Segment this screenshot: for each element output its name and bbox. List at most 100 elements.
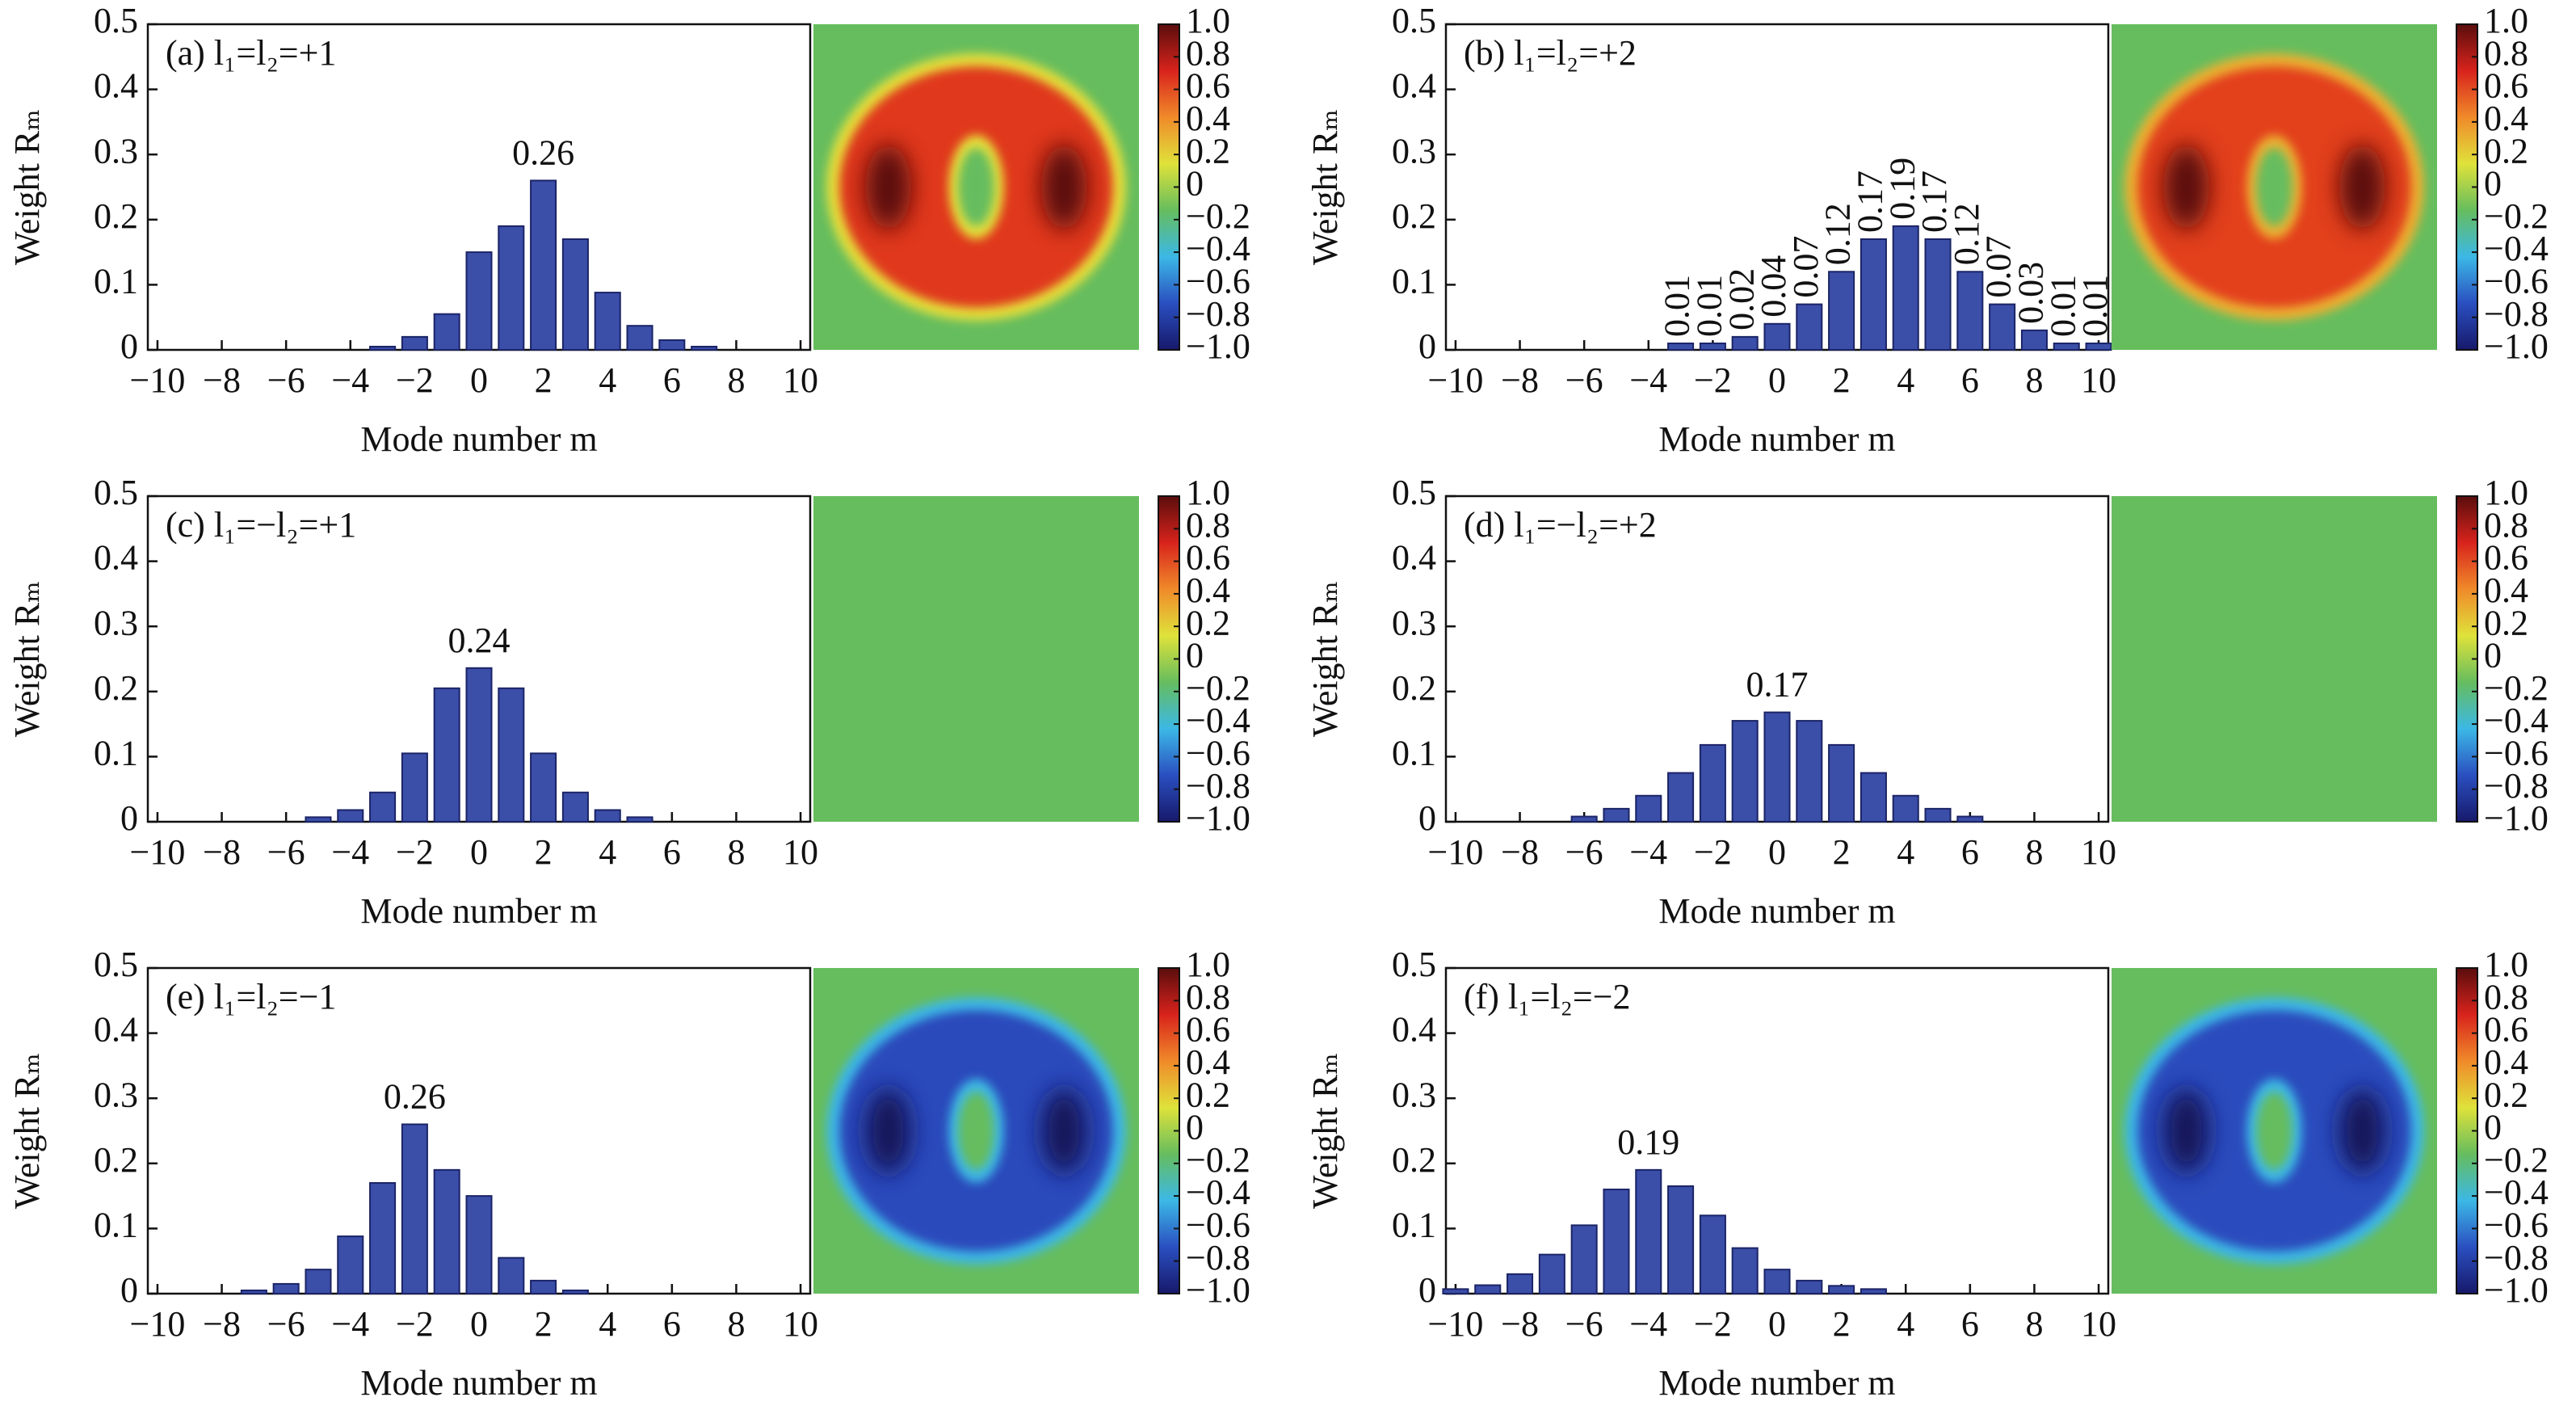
- bar: [1763, 711, 1791, 823]
- bar: [1442, 1288, 1469, 1295]
- y-tick-label: 0.5: [94, 1, 138, 40]
- heat-map: [2112, 496, 2437, 822]
- colorbar-tick-label: −1.0: [2484, 1270, 2549, 1310]
- x-axis-title: Mode number m: [1658, 891, 1895, 931]
- colorbar-tick-label: 0.6: [2484, 1010, 2528, 1050]
- bar: [1635, 794, 1662, 823]
- value-label: 0.26: [512, 133, 574, 173]
- panel: 0 0.1 0.2 0.3 0.4 0.5 −10 −8 −6 −4 −2 0 2 4 6 8 10 0.19 (f…: [1305, 945, 2549, 1403]
- colorbar-tick-label: 0: [1186, 1108, 1204, 1147]
- colorbar-tick-label: −0.2: [1186, 668, 1250, 708]
- x-tick-label: −4: [331, 832, 369, 872]
- panel-title: (a) l₁=l₂=+1: [166, 33, 336, 73]
- colorbar-tick-label: 0.8: [1186, 977, 1230, 1016]
- x-tick-label: −10: [1428, 1304, 1484, 1344]
- x-tick-label: 0: [470, 360, 488, 400]
- y-tick-label: 0.2: [94, 668, 138, 708]
- bar: [498, 225, 525, 351]
- plot-frame: [1444, 23, 2110, 351]
- bar: [1538, 1253, 1565, 1295]
- value-label: 0.07: [1786, 236, 1826, 298]
- x-tick-label: −6: [1565, 832, 1603, 872]
- value-label: 0.03: [2011, 262, 2051, 324]
- value-label: 0.17: [1914, 170, 1954, 233]
- bar: [1570, 815, 1598, 823]
- colorbar-tick-label: −0.6: [2484, 733, 2549, 772]
- x-tick-label: −2: [396, 1304, 434, 1344]
- y-tick-label: 0.2: [94, 196, 138, 236]
- heat-map: [2112, 968, 2437, 1294]
- y-axis-title: Weight Rₘ: [7, 109, 47, 265]
- colorbar-tick-label: −0.4: [1186, 701, 1250, 740]
- colorbar-tick-label: −0.6: [1186, 261, 1250, 301]
- y-axis-title: Weight Rₘ: [7, 1053, 47, 1209]
- colorbar-tick-label: 0.6: [2484, 538, 2528, 578]
- ring-spot: [2163, 1088, 2209, 1173]
- bar: [530, 179, 557, 351]
- colorbar-tick-label: 0.8: [2484, 505, 2528, 545]
- ring-hole: [958, 148, 994, 226]
- value-label: 0.19: [1882, 158, 1922, 220]
- y-tick-label: 0.5: [1392, 1, 1436, 40]
- y-tick-label: 0.4: [94, 66, 138, 106]
- bar: [465, 1195, 493, 1295]
- bar: [594, 809, 621, 823]
- x-tick-label: −6: [1565, 360, 1603, 400]
- y-tick-label: 0.4: [1392, 1010, 1436, 1050]
- bar: [1570, 1224, 1598, 1294]
- y-tick-label: 0: [1418, 326, 1436, 366]
- y-tick-label: 0.2: [1392, 668, 1436, 708]
- colorbar-tick-label: −0.2: [2484, 196, 2549, 236]
- x-tick-label: −10: [130, 360, 186, 400]
- colorbar-tick-label: 0: [2484, 636, 2502, 676]
- colorbar-tick-label: −0.6: [2484, 1205, 2549, 1244]
- colorbar-tick-label: 0.2: [2484, 603, 2528, 642]
- colorbar-tick-label: 0.8: [2484, 33, 2528, 73]
- y-tick-label: 0.4: [94, 1010, 138, 1050]
- bar: [1956, 271, 1984, 351]
- x-tick-label: 8: [2025, 832, 2043, 872]
- x-tick-label: −2: [1694, 360, 1732, 400]
- colorbar-tick-label: 0.4: [1186, 1042, 1230, 1082]
- ring-hole: [958, 1092, 994, 1170]
- x-tick-label: −8: [203, 360, 241, 400]
- bar: [1989, 303, 2016, 351]
- x-tick-label: 2: [535, 832, 553, 872]
- colorbar-tick-label: 0: [1186, 636, 1204, 676]
- y-tick-label: 0.5: [1392, 945, 1436, 984]
- colorbar-tick-label: 0.8: [2484, 977, 2528, 1016]
- x-tick-label: 4: [1897, 360, 1914, 400]
- bar: [1828, 271, 1855, 351]
- colorbar-tick-label: 0.4: [1186, 99, 1230, 138]
- bar: [337, 1235, 364, 1294]
- y-tick-label: 0.4: [1392, 66, 1436, 106]
- colorbar-tick-label: 0.8: [1186, 33, 1230, 73]
- bar: [240, 1289, 267, 1295]
- colorbar-tick-label: −0.8: [1186, 766, 1250, 806]
- x-axis-title: Mode number m: [1658, 419, 1895, 459]
- panel-title: (f) l₁=l₂=−2: [1464, 977, 1631, 1016]
- y-tick-label: 0.5: [94, 945, 138, 984]
- y-axis-title: Weight Rₘ: [1305, 1053, 1345, 1209]
- x-axis-title: Mode number m: [360, 419, 597, 459]
- x-tick-label: 0: [470, 1304, 488, 1344]
- x-axis-title: Mode number m: [360, 1363, 597, 1403]
- bar: [1924, 238, 1952, 351]
- colorbar-tick-label: −0.6: [1186, 1205, 1250, 1244]
- y-tick-label: 0.2: [1392, 1140, 1436, 1180]
- bar: [594, 292, 621, 351]
- y-axis-title: Weight Rₘ: [7, 581, 47, 737]
- bar: [1731, 720, 1759, 823]
- bar: [1892, 794, 1919, 823]
- x-tick-label: 8: [727, 360, 745, 400]
- y-tick-label: 0.5: [94, 473, 138, 512]
- map-background: [813, 496, 1139, 822]
- x-tick-label: 10: [783, 360, 818, 400]
- colorbar-tick-label: 0.2: [1186, 131, 1230, 170]
- ring-spot: [1041, 1088, 1087, 1173]
- value-label: 0.02: [1721, 268, 1761, 330]
- bar: [369, 791, 397, 823]
- value-label: 0.01: [2043, 275, 2082, 337]
- bar: [465, 667, 493, 823]
